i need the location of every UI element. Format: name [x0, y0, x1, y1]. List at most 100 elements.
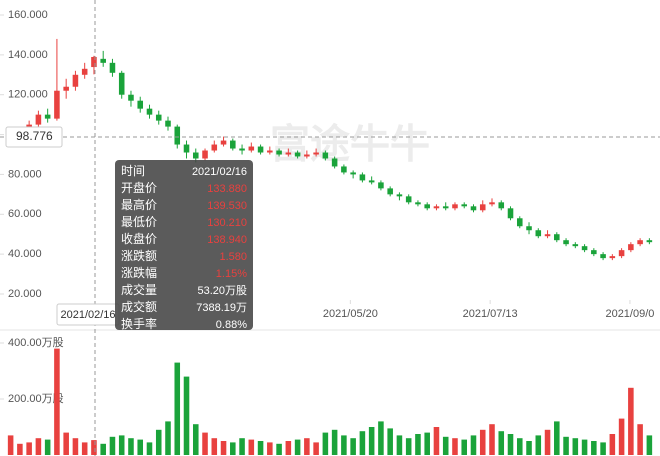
candle-body [146, 108, 153, 115]
candle-body [63, 86, 69, 91]
candle-body [489, 202, 495, 205]
volume-bar [128, 438, 134, 455]
candle-body [341, 166, 347, 173]
candle-body [479, 204, 486, 211]
volume-bar [572, 438, 579, 455]
candle-body [220, 140, 227, 145]
tooltip-value: 130.210 [207, 217, 247, 229]
tooltip-label: 开盘价 [121, 180, 157, 195]
volume-bar [424, 432, 430, 455]
candle-body [174, 126, 181, 145]
candle-body [100, 58, 106, 63]
tooltip-label: 成交额 [121, 299, 157, 314]
volume-bar [26, 442, 32, 455]
candle-body [248, 146, 255, 151]
y-tick-label: 40.000 [8, 248, 42, 260]
volume-bar [591, 441, 597, 455]
candle-body [572, 244, 579, 247]
candle-body [155, 114, 162, 121]
volume-bar [248, 439, 255, 455]
candle-body [470, 206, 477, 211]
candle-body [405, 196, 412, 203]
y-tick-label: 20.000 [8, 288, 42, 300]
candle-body [91, 56, 97, 68]
candle-body [239, 148, 245, 151]
volume-bar [618, 418, 625, 455]
volume-bar [378, 421, 384, 455]
volume-bar [350, 438, 356, 455]
volume-bar [331, 429, 338, 455]
volume-bar [146, 442, 153, 455]
x-tick-label: 2021/05/20 [323, 308, 378, 320]
tooltip-label: 最低价 [121, 215, 157, 229]
volume-bar [91, 440, 97, 455]
candle-body [378, 182, 384, 189]
volume-bar [276, 443, 282, 455]
candle-body [507, 208, 514, 219]
volume-bar [137, 439, 144, 455]
candle-body [646, 240, 653, 243]
volume-bar [359, 431, 366, 455]
volume-bar [470, 435, 477, 455]
volume-bar [44, 439, 51, 455]
volume-bar [396, 435, 403, 455]
tooltip-label: 涨跌幅 [121, 265, 157, 280]
candle-body [81, 68, 88, 75]
candle-body [452, 204, 458, 209]
candle-body [591, 250, 597, 255]
volume-bar [267, 442, 273, 455]
candle-body [628, 244, 634, 251]
volume-bar [498, 431, 505, 455]
volume-bar [581, 439, 588, 455]
volume-bar [192, 424, 199, 455]
y-tick-label: 160.000 [8, 9, 48, 21]
volume-bar [341, 435, 347, 455]
y-tick-label: 60.000 [8, 208, 42, 220]
tooltip-value: 0.88% [216, 319, 247, 331]
volume-bar [368, 427, 375, 455]
volume-bar [516, 438, 523, 455]
candle-body [535, 230, 542, 237]
volume-bar [637, 424, 643, 455]
tooltip: 时间 2021/02/16 开盘价 133.880 最高价 139.530 最低价 130.2… [115, 160, 253, 331]
candle-body [230, 140, 236, 149]
volume-bar [313, 442, 319, 455]
volume-tick-label: 400.00万股 [8, 336, 64, 349]
tooltip-label: 成交量 [121, 282, 157, 297]
volume-bar [387, 428, 393, 455]
volume-bar [294, 439, 301, 455]
volume-bar [211, 438, 218, 455]
candle-body [461, 204, 468, 207]
candle-body [183, 144, 190, 153]
candle-body [35, 114, 42, 125]
candle-body [359, 174, 366, 181]
volume-bar [646, 435, 653, 455]
volume-bar [17, 443, 23, 455]
volume-bar [405, 438, 412, 455]
tooltip-value: 53.20万股 [197, 284, 247, 297]
volume-bar [489, 424, 495, 455]
volume-bar [239, 438, 245, 455]
candle-body [563, 240, 569, 245]
candle-body [285, 152, 292, 155]
tooltip-value: 133.880 [207, 183, 247, 195]
volume-bar [628, 387, 634, 455]
candle-body [192, 152, 199, 159]
candle-body [442, 206, 449, 209]
volume-bar [257, 441, 264, 455]
volume-bar [155, 429, 162, 455]
candle-body [526, 226, 532, 231]
volume-bar [183, 376, 190, 455]
volume-bar [461, 439, 468, 455]
tooltip-value: 138.940 [207, 234, 247, 246]
volume-bar [174, 362, 181, 455]
volume-bar [202, 432, 208, 455]
candle-body [498, 202, 505, 209]
candle-body [396, 194, 403, 197]
tooltip-value: 7388.19万 [196, 302, 247, 314]
candle-body [368, 180, 375, 183]
candle-body [44, 114, 51, 119]
crosshair-y-box [5, 126, 63, 148]
candle-body [109, 62, 116, 73]
y-tick-label: 120.000 [8, 89, 48, 101]
